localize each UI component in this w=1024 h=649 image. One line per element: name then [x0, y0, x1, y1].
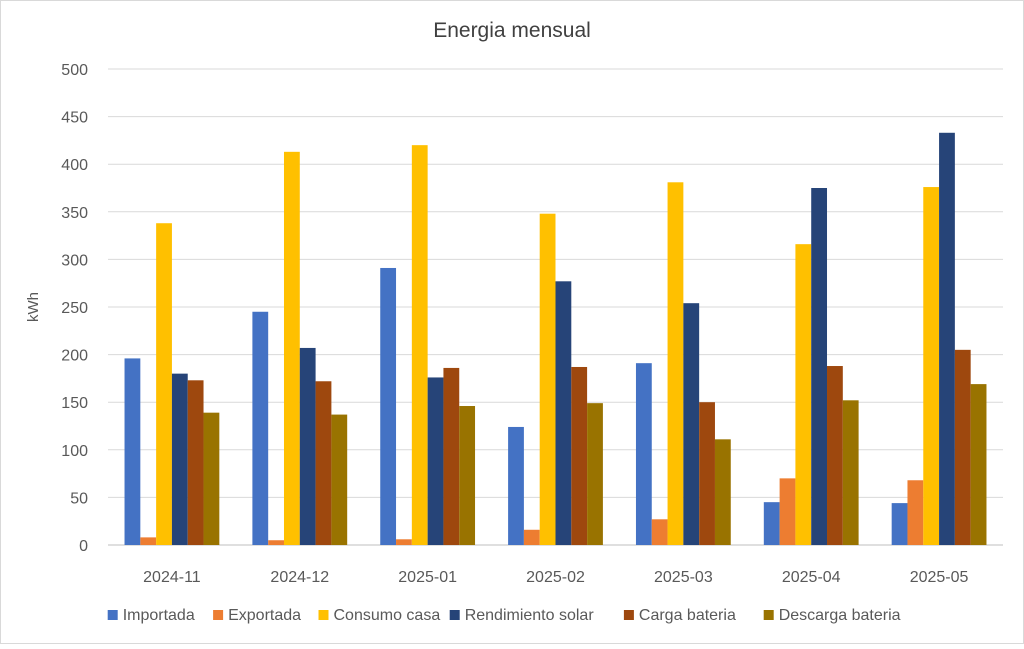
bar — [970, 384, 987, 545]
x-tick-label: 2025-03 — [654, 569, 713, 586]
bar — [779, 478, 796, 545]
x-tick-label: 2024-11 — [143, 569, 201, 586]
legend: Importada Exportada Consumo casa Rendimient… — [107, 607, 901, 624]
bar — [635, 363, 652, 545]
bar — [651, 519, 668, 545]
legend-label: Consumo casa — [334, 607, 441, 624]
bar — [187, 380, 204, 545]
bar — [571, 366, 588, 545]
legend-label: Descarga bateria — [779, 607, 901, 624]
bar — [283, 151, 300, 545]
bar — [667, 182, 684, 546]
legend-swatch — [213, 610, 224, 620]
bar — [555, 281, 572, 545]
y-tick-label: 500 — [61, 62, 88, 79]
y-tick-label: 150 — [61, 395, 88, 412]
bar — [508, 426, 524, 545]
bar — [939, 132, 955, 545]
bar — [331, 414, 348, 545]
bar — [587, 403, 603, 545]
bar — [396, 539, 412, 545]
bar — [539, 213, 556, 545]
y-tick-label: 200 — [61, 348, 88, 365]
bar — [268, 540, 284, 545]
bar — [140, 537, 157, 545]
y-tick-label: 400 — [61, 157, 88, 174]
bar — [699, 402, 715, 545]
bars — [124, 132, 987, 546]
bar — [891, 503, 908, 545]
x-tick-label: 2025-02 — [526, 569, 585, 586]
y-tick-label: 300 — [61, 252, 88, 269]
bar — [459, 406, 476, 545]
y-tick-labels: 0 50 100 150 200 250 300 350 400 450 500 — [61, 62, 88, 555]
y-tick-label: 100 — [61, 443, 88, 460]
y-tick-label: 0 — [79, 538, 88, 555]
bar — [523, 529, 540, 545]
bar — [427, 377, 444, 545]
y-tick-label: 250 — [61, 300, 88, 317]
bar — [763, 502, 780, 545]
bar — [315, 381, 332, 545]
legend-swatch — [318, 610, 329, 620]
legend-label: Carga bateria — [639, 607, 736, 624]
bar — [954, 349, 971, 545]
x-tick-label: 2025-05 — [910, 569, 969, 586]
legend-swatch — [107, 610, 118, 620]
bar — [299, 347, 316, 545]
bar — [827, 366, 843, 545]
bar — [714, 439, 731, 545]
bar — [380, 267, 397, 545]
bar — [156, 223, 172, 545]
legend-label: Importada — [123, 607, 195, 624]
bar — [907, 480, 924, 545]
y-axis-label: kWh — [25, 292, 42, 322]
bar — [923, 187, 940, 546]
legend-label: Rendimiento solar — [465, 607, 595, 624]
bar — [443, 367, 460, 545]
chart-title: Energia mensual — [433, 19, 591, 42]
bar — [124, 358, 141, 545]
bar — [842, 400, 859, 545]
legend-swatch — [449, 610, 460, 620]
legend-swatch — [623, 610, 634, 620]
y-tick-label: 350 — [61, 205, 88, 222]
x-tick-labels: 2024-11 2024-12 2025-01 2025-02 2025-03 2025-… — [143, 569, 968, 586]
legend-label: Exportada — [228, 607, 301, 624]
y-tick-label: 50 — [70, 490, 88, 507]
x-tick-label: 2025-01 — [398, 569, 457, 586]
bar — [203, 412, 220, 545]
bar — [795, 244, 812, 546]
bar — [683, 303, 700, 545]
bar — [411, 145, 428, 545]
bar — [252, 311, 269, 545]
x-tick-label: 2025-04 — [782, 569, 841, 586]
bar — [171, 373, 188, 545]
legend-swatch — [763, 610, 774, 620]
y-tick-label: 450 — [61, 110, 88, 127]
x-tick-label: 2024-12 — [270, 569, 329, 586]
bar — [811, 188, 828, 545]
